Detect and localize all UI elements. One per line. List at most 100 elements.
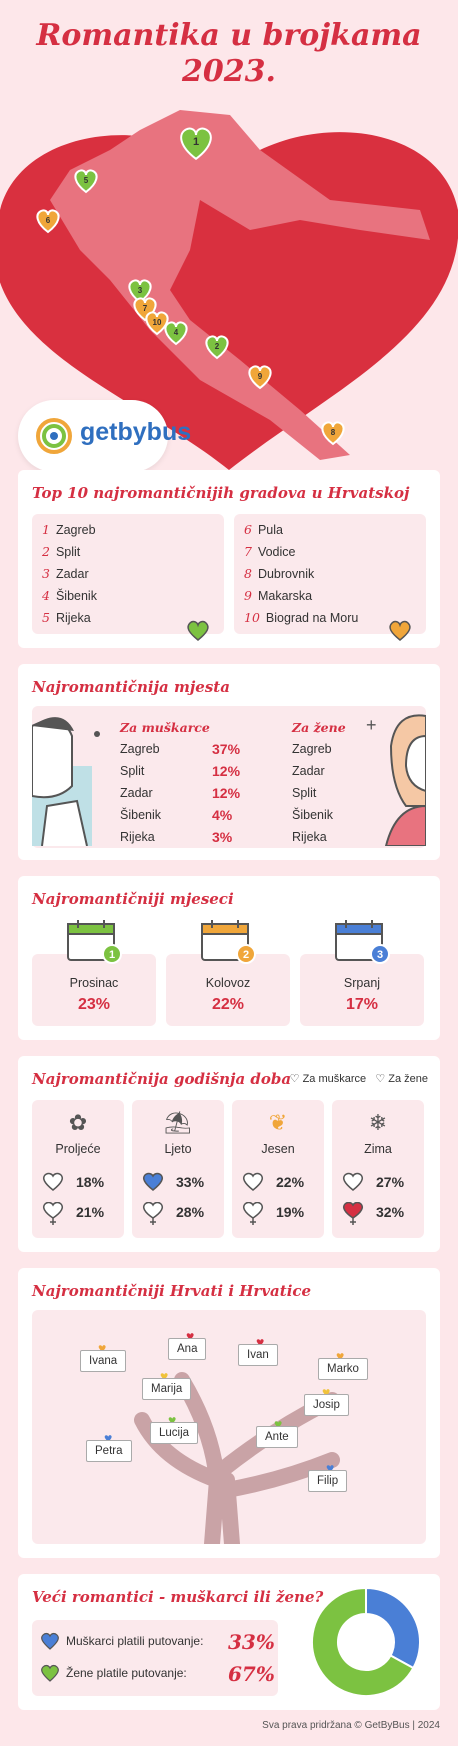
name-tag-heart-icon: ♥ <box>256 1334 265 1350</box>
female-heart-icon: ♡ <box>375 1073 386 1085</box>
list-item: 7 Vodice <box>244 544 296 559</box>
map-pin-heart: 3 <box>128 279 152 304</box>
map-pin-number: 10 <box>153 318 162 327</box>
name-tag-heart-icon: ♥ <box>160 1368 169 1384</box>
seasons-card: Najromantičnija godišnja doba ♡ Za muška… <box>18 1056 440 1252</box>
names-inner: ♥ Ivana ♥ Ana ♥ Ivan ♥ Marko ♥ Marija ♥ Josip ♥ Lucij… <box>32 1310 426 1544</box>
male-heart-icon <box>142 1172 164 1191</box>
name-tag: Lucija <box>150 1422 199 1444</box>
map-pin-heart: 5 <box>74 169 98 194</box>
list-item: 1 Zagreb <box>42 522 96 537</box>
logo-text: getbybus <box>80 418 192 446</box>
women-paid-pct: 67% <box>228 1662 275 1686</box>
season-card: ❦ Jesen 22% 19% <box>232 1100 324 1238</box>
tree-illustration <box>134 1372 340 1544</box>
men-pct: 12% <box>212 763 241 779</box>
men-city: Zagreb <box>120 742 160 756</box>
top10-title: Top 10 najromantičnijih gradova u Hrvats… <box>32 484 410 502</box>
name-tag: Ivan <box>238 1344 278 1366</box>
name-tag-heart-icon: ♥ <box>168 1412 177 1428</box>
month-name: Kolovoz <box>205 976 251 990</box>
flower-icon: ✿ <box>68 1110 88 1135</box>
title-line-1: Romantika u brojkama <box>36 18 422 53</box>
list-item: 3 Zadar <box>42 566 89 581</box>
month-name: Srpanj <box>343 976 381 990</box>
months-card: Najromantičniji mjeseci 1 Prosinac 23% 2… <box>18 876 440 1040</box>
snowflake-icon: ❄ <box>368 1110 388 1135</box>
green-heart-icon <box>41 1664 59 1682</box>
male-heart-icon <box>242 1172 264 1191</box>
seasons-legend: ♡ Za muškarce ♡ Za žene <box>290 1072 428 1085</box>
calendar-icon: 3 <box>335 920 390 964</box>
places-inner: + Za muškarce Za žene Zagreb 37% Split 1… <box>32 706 426 848</box>
name-tag-heart-icon: ♥ <box>326 1460 335 1476</box>
name-tag: Marko <box>318 1358 368 1380</box>
donut-slice <box>311 1586 415 1697</box>
calendar-icon: 1 <box>67 920 122 964</box>
rank-number: 3 <box>377 949 383 961</box>
names-card: Najromantičniji Hrvati i Hrvatice ♥ Ivana… <box>18 1268 440 1558</box>
name-tag: Josip <box>304 1394 349 1416</box>
men-header: Za muškarce <box>120 720 210 735</box>
calendar-icon: 2 <box>201 920 256 964</box>
map-pin-heart: 6 <box>36 209 60 234</box>
green-heart-icon <box>187 620 209 641</box>
name-tag-heart-icon: ♥ <box>274 1416 283 1432</box>
getbybus-logo-badge[interactable]: getbybus <box>18 400 191 472</box>
page-title: Romantika u brojkama 2023. <box>0 18 458 90</box>
season-men-pct: 18% <box>76 1174 105 1190</box>
logo-icon <box>36 418 72 454</box>
women-header: Za žene <box>292 720 346 735</box>
month-card: 2 Kolovoz 22% <box>166 920 290 1026</box>
season-name: Jesen <box>261 1142 295 1156</box>
men-city: Zadar <box>120 786 153 800</box>
autumn-leaf-icon: ❦ <box>268 1110 288 1135</box>
female-heart-icon <box>242 1202 264 1225</box>
orange-heart-icon <box>389 620 411 641</box>
name-tag-heart-icon: ♥ <box>186 1328 195 1344</box>
map-pin-heart: 10 <box>145 311 169 336</box>
man-illustration <box>32 717 100 846</box>
title-line-2: 2023. <box>182 54 276 89</box>
month-pct: 23% <box>77 996 111 1013</box>
map-pin-heart: 8 <box>321 421 345 446</box>
names-title: Najromantičniji Hrvati i Hrvatice <box>32 1282 312 1300</box>
name-tag: Ante <box>256 1426 298 1448</box>
map-pin-number: 7 <box>143 304 148 313</box>
name-tag: Marija <box>142 1378 192 1400</box>
season-women-pct: 28% <box>176 1204 205 1220</box>
women-city: Zagreb <box>292 742 332 756</box>
list-item: 6 Pula <box>244 522 283 537</box>
list-item: 8 Dubrovnik <box>244 566 315 581</box>
month-card: 1 Prosinac 23% <box>32 920 156 1026</box>
name-tag-heart-icon: ♥ <box>336 1348 345 1364</box>
woman-illustration: + <box>366 714 426 846</box>
season-name: Ljeto <box>164 1142 192 1156</box>
female-heart-icon <box>342 1202 364 1225</box>
list-item: 2 Split <box>42 544 81 559</box>
map-pin-heart: 9 <box>248 365 272 390</box>
season-women-pct: 19% <box>276 1204 305 1220</box>
list-item: 5 Rijeka <box>42 610 91 625</box>
name-tag: Filip <box>308 1470 348 1492</box>
male-heart-icon: ♡ <box>289 1073 300 1085</box>
season-men-pct: 27% <box>376 1174 405 1190</box>
name-tag-heart-icon: ♥ <box>322 1384 331 1400</box>
legend-men: Za muškarce <box>302 1073 367 1085</box>
men-pct: 37% <box>212 741 241 757</box>
map-pin-number: 8 <box>331 428 336 437</box>
list-item: 9 Makarska <box>244 588 313 603</box>
legend-women: Za žene <box>388 1073 428 1085</box>
men-pct: 3% <box>212 829 233 845</box>
footer-copyright: Sva prava pridržana © GetByBus | 2024 <box>262 1720 440 1731</box>
croatia-shape <box>50 110 430 460</box>
gender-legend-box: Muškarci platili putovanje: 33% Žene pla… <box>32 1620 278 1696</box>
men-paid-label: Muškarci platili putovanje: <box>66 1634 204 1648</box>
season-name: Proljeće <box>55 1142 101 1156</box>
top10-left-list: 1 Zagreb 2 Split 3 Zadar 4 Šibenik 5 Rijeka <box>32 514 224 641</box>
map-pin-number: 5 <box>84 176 89 185</box>
women-city: Split <box>292 786 317 800</box>
rank-number: 1 <box>109 949 115 961</box>
season-name: Zima <box>364 1142 392 1156</box>
male-heart-icon <box>42 1172 64 1191</box>
